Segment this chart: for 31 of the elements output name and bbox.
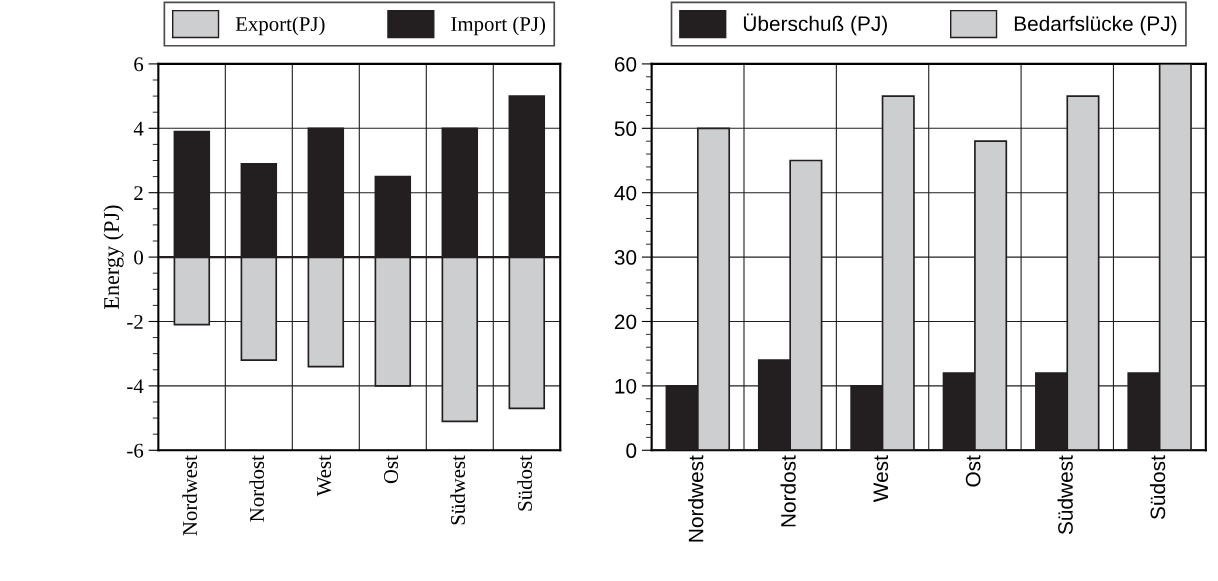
x-tick-label: West <box>873 455 889 503</box>
legend-label: Import (PJ) <box>451 16 546 36</box>
y-tick-label: -2 <box>127 314 143 329</box>
y-tick-label: 10 <box>615 378 637 394</box>
y-tick-label: 50 <box>614 121 637 137</box>
y-tick-label: 60 <box>614 56 637 72</box>
y-tick-label: 6 <box>134 57 144 72</box>
legend-label: Export(PJ) <box>235 16 325 36</box>
x-tick-label: Nordost <box>249 455 265 522</box>
x-tick-label: West <box>317 455 332 497</box>
x-tick-label: Nordost <box>780 455 796 527</box>
legend-label: Bedarfslücke (PJ) <box>1014 15 1177 36</box>
y-tick-label: 40 <box>614 185 637 201</box>
x-tick-label: Nordwest <box>688 455 704 542</box>
x-tick-label: Südost <box>1149 455 1166 520</box>
y-tick-label: 2 <box>134 186 143 200</box>
x-tick-label: Nordwest <box>182 455 198 536</box>
y-tick-label: 30 <box>614 250 637 265</box>
x-tick-label: Südwest <box>1057 455 1073 535</box>
x-tick-label: Südwest <box>450 455 466 525</box>
y-tick-label: 0 <box>626 443 637 459</box>
text: Überschuß (PJ) <box>743 13 887 36</box>
y-tick-label: 0 <box>134 250 143 265</box>
y-tick-label: 20 <box>614 314 637 330</box>
y-tick-label: -4 <box>127 379 144 394</box>
y-tick-label: 4 <box>133 121 144 136</box>
y-tick-label: -6 <box>127 443 144 458</box>
x-tick-label: Ost <box>965 455 981 487</box>
x-tick-label: Südost <box>517 455 532 511</box>
y-axis-title: Energy (PJ) <box>103 205 124 310</box>
x-tick-label: Ost <box>384 455 399 484</box>
